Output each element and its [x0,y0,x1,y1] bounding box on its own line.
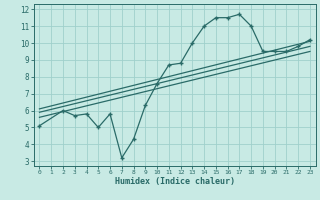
X-axis label: Humidex (Indice chaleur): Humidex (Indice chaleur) [115,177,235,186]
